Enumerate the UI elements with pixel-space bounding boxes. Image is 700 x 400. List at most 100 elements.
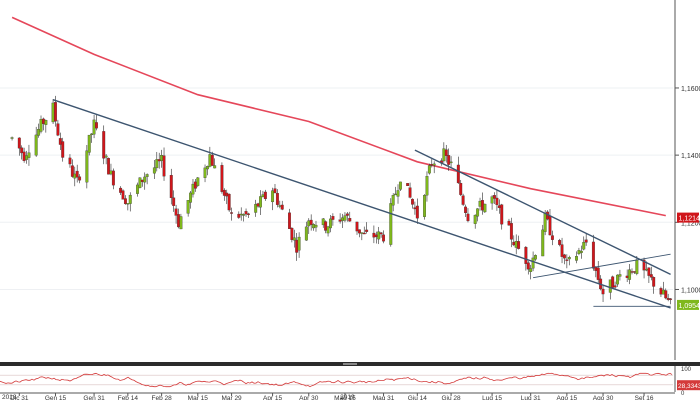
oscillator-marker-bg	[677, 380, 700, 391]
candle-body	[111, 170, 115, 186]
candle	[567, 255, 571, 266]
candle	[102, 125, 106, 165]
candle	[432, 161, 436, 174]
candle-body	[145, 174, 149, 177]
candle-body	[85, 150, 89, 183]
candle	[304, 221, 308, 241]
candle	[152, 160, 156, 180]
candle-body	[444, 149, 448, 156]
price-marker-label-1: 1,0954	[679, 303, 700, 310]
candle-body	[70, 165, 74, 177]
candle-body	[10, 137, 14, 139]
candle-body	[39, 119, 43, 132]
candle	[565, 254, 569, 269]
candle	[476, 208, 480, 222]
candle-body	[642, 259, 646, 271]
candle	[143, 172, 147, 190]
candle-body	[628, 269, 632, 280]
candle	[326, 225, 330, 237]
candle-body	[107, 158, 110, 175]
candle	[466, 208, 470, 223]
candle	[87, 134, 91, 156]
candle	[186, 199, 190, 217]
candle	[85, 145, 89, 189]
candle	[427, 163, 431, 175]
candle-body	[193, 181, 197, 189]
candle	[213, 158, 217, 169]
candle	[237, 211, 241, 219]
candle	[292, 229, 296, 248]
candle	[10, 136, 14, 141]
candle	[524, 246, 528, 271]
time-tick-label-1: Gen 15	[45, 395, 67, 400]
candle	[647, 267, 651, 284]
candle-body	[95, 122, 98, 129]
candle-body	[68, 157, 72, 165]
candle	[203, 164, 207, 183]
candle	[500, 203, 504, 230]
candle-body	[575, 256, 578, 261]
candle-body	[152, 167, 156, 174]
candle	[20, 145, 24, 160]
candle-body	[189, 192, 193, 203]
candle	[220, 162, 224, 194]
price-grid	[0, 87, 673, 290]
candle	[550, 230, 554, 246]
candle	[464, 204, 468, 217]
candle	[145, 173, 149, 185]
candle-body	[374, 234, 378, 238]
candle-body	[61, 141, 65, 158]
candle-body	[104, 155, 108, 158]
candle-body	[512, 241, 516, 246]
candle	[155, 151, 159, 172]
candle	[37, 123, 41, 138]
candle	[343, 212, 347, 223]
candle	[196, 177, 200, 188]
candle	[254, 199, 258, 217]
candle-body	[661, 289, 665, 295]
candle-body	[162, 155, 166, 177]
candle-body	[288, 212, 291, 230]
year-label-2018: 2018	[2, 394, 17, 400]
candle-body	[314, 224, 318, 228]
time-tick-label-8: Apr 30	[299, 395, 319, 400]
candle-body	[425, 176, 429, 196]
candle-body	[196, 177, 200, 186]
candle-body	[669, 298, 673, 300]
candle	[396, 184, 400, 204]
candle-body	[56, 123, 60, 136]
candle	[526, 260, 530, 275]
candle-body	[355, 221, 359, 232]
candle-body	[442, 148, 446, 162]
candle-body	[456, 164, 460, 184]
candles-layer	[10, 95, 673, 305]
candle-body	[271, 190, 275, 203]
candle	[17, 137, 21, 156]
candle-body	[309, 219, 313, 225]
candle	[377, 226, 381, 245]
candle-body	[632, 271, 636, 273]
time-tick-label-13: Lug 15	[482, 395, 502, 400]
candle	[288, 208, 291, 230]
candle-body	[203, 167, 207, 178]
candle-body	[143, 176, 147, 183]
candle-body	[596, 267, 600, 280]
candle-body	[227, 193, 231, 211]
price-marker-bg-0	[677, 212, 699, 223]
candle	[345, 212, 349, 222]
candle-body	[461, 195, 465, 205]
candle-body	[389, 203, 393, 245]
candle-body	[365, 229, 369, 232]
trend-line-1	[414, 149, 671, 275]
candle-body	[157, 159, 161, 162]
candle-body	[548, 215, 552, 236]
candle-body	[261, 194, 265, 197]
candle-body	[427, 165, 431, 174]
candle	[649, 266, 653, 281]
candle-body	[109, 170, 113, 175]
candle	[628, 264, 632, 285]
candle-body	[225, 192, 229, 197]
candle	[123, 195, 127, 205]
